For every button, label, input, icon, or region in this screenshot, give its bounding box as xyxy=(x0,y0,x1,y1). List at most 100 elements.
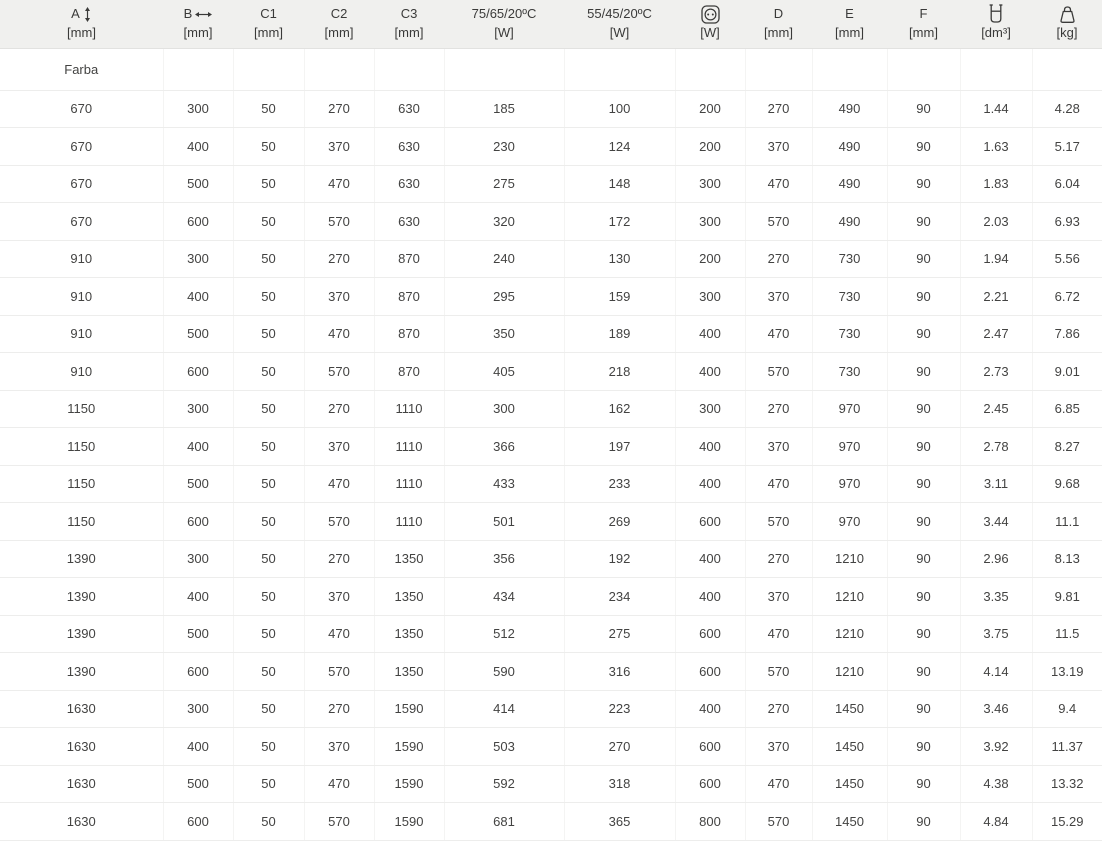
table-cell: 300 xyxy=(675,390,746,428)
column-header-e: E [mm] xyxy=(812,0,887,49)
table-cell: 2.78 xyxy=(960,427,1033,466)
table-cell: 2.45 xyxy=(960,390,1033,428)
table-cell: 6.72 xyxy=(1032,277,1102,316)
table-cell: 275 xyxy=(564,615,676,653)
table-cell: 9.81 xyxy=(1032,577,1102,616)
table-cell: 600 xyxy=(163,802,234,841)
table-cell: 130 xyxy=(564,240,676,278)
table-cell: 300 xyxy=(675,165,746,203)
table-cell: 1350 xyxy=(374,652,445,691)
table-cell: 400 xyxy=(163,127,234,166)
table-cell: 50 xyxy=(233,315,305,353)
table-cell: 470 xyxy=(304,615,375,653)
table-cell: 1110 xyxy=(374,502,445,541)
table-cell: 223 xyxy=(564,690,676,728)
table-cell: 1210 xyxy=(812,540,888,578)
table-cell: 3.92 xyxy=(960,727,1033,766)
table-cell: 1150 xyxy=(0,427,164,466)
color-subheader-row: Farba xyxy=(0,48,1102,91)
table-cell: 50 xyxy=(233,352,305,391)
table-cell: 1590 xyxy=(374,765,445,803)
table-cell: 8.13 xyxy=(1032,540,1102,578)
table-cell: 300 xyxy=(163,690,234,728)
table-cell: 370 xyxy=(745,127,813,166)
column-header-output-55-45-20: 55/45/20ºC [W] xyxy=(564,0,675,49)
table-cell: 500 xyxy=(163,465,234,503)
table-cell: 970 xyxy=(812,390,888,428)
table-cell: 13.19 xyxy=(1032,652,1102,691)
table-cell: 50 xyxy=(233,652,305,691)
table-cell: 5.56 xyxy=(1032,240,1102,278)
table-cell: 970 xyxy=(812,502,888,541)
table-cell: 200 xyxy=(675,127,746,166)
table-cell: 490 xyxy=(812,202,888,241)
table-cell: 370 xyxy=(304,127,375,166)
table-cell: 1.63 xyxy=(960,127,1033,166)
table-row: 1630 300 50 270 1590 414 223 400 270 1450 90 3.46 9.… xyxy=(0,690,1102,728)
table-cell: 600 xyxy=(163,202,234,241)
table-cell: 2.03 xyxy=(960,202,1033,241)
column-label: E xyxy=(845,6,854,22)
table-cell: 490 xyxy=(812,127,888,166)
table-cell: 1630 xyxy=(0,727,164,766)
table-row: 670 400 50 370 630 230 124 200 370 490 90 1.63 5.17 xyxy=(0,127,1102,166)
table-cell: 4.84 xyxy=(960,802,1033,841)
table-cell: 4.28 xyxy=(1032,90,1102,128)
table-cell: 570 xyxy=(745,202,813,241)
column-label: F xyxy=(919,6,928,22)
table-cell: 200 xyxy=(675,240,746,278)
table-cell: 1110 xyxy=(374,465,445,503)
table-row: 910 300 50 270 870 240 130 200 270 730 90 1.94 5.56 xyxy=(0,240,1102,278)
table-cell: 3.46 xyxy=(960,690,1033,728)
table-cell: 630 xyxy=(374,202,445,241)
table-cell: 1350 xyxy=(374,615,445,653)
table-cell: 275 xyxy=(444,165,565,203)
column-unit: [dm³] xyxy=(981,25,1011,41)
table-cell: 2.96 xyxy=(960,540,1033,578)
table-cell: 316 xyxy=(564,652,676,691)
table-cell: 470 xyxy=(745,765,813,803)
table-cell: 148 xyxy=(564,165,676,203)
table-cell: 2.21 xyxy=(960,277,1033,316)
table-cell: 370 xyxy=(745,727,813,766)
table-cell: 90 xyxy=(887,127,961,166)
table-cell: 4.38 xyxy=(960,765,1033,803)
table-cell: 6.93 xyxy=(1032,202,1102,241)
table-cell: 470 xyxy=(304,765,375,803)
table-cell: 910 xyxy=(0,240,164,278)
table-cell: 300 xyxy=(163,540,234,578)
table-cell: 50 xyxy=(233,802,305,841)
table-cell: 670 xyxy=(0,202,164,241)
table-cell: 512 xyxy=(444,615,565,653)
table-row: 1630 600 50 570 1590 681 365 800 570 1450 90 4.84 15… xyxy=(0,802,1102,841)
table-cell: 300 xyxy=(675,202,746,241)
table-cell: 185 xyxy=(444,90,565,128)
table-cell: 50 xyxy=(233,765,305,803)
table-cell: 90 xyxy=(887,502,961,541)
table-cell: 320 xyxy=(444,202,565,241)
table-row: 1150 600 50 570 1110 501 269 600 570 970 90 3.44 11.… xyxy=(0,502,1102,541)
column-label: C2 xyxy=(330,6,348,22)
table-cell: 470 xyxy=(745,315,813,353)
table-row: 1390 600 50 570 1350 590 316 600 570 1210 90 4.14 13… xyxy=(0,652,1102,691)
table-cell: 405 xyxy=(444,352,565,391)
table-cell: 470 xyxy=(304,465,375,503)
table-cell: 270 xyxy=(304,540,375,578)
table-cell: 50 xyxy=(233,390,305,428)
table-cell: 500 xyxy=(163,615,234,653)
table-cell: 90 xyxy=(887,540,961,578)
table-row: 1150 300 50 270 1110 300 162 300 270 970 90 2.45 6.8… xyxy=(0,390,1102,428)
table-cell: 870 xyxy=(374,315,445,353)
table-cell: 600 xyxy=(675,727,746,766)
table-cell: 90 xyxy=(887,315,961,353)
table-cell: 414 xyxy=(444,690,565,728)
table-cell: 270 xyxy=(304,90,375,128)
table-cell: 400 xyxy=(163,277,234,316)
water-volume-icon xyxy=(988,4,1004,24)
column-unit: [mm] xyxy=(909,25,938,41)
table-cell: 90 xyxy=(887,90,961,128)
table-cell: 5.17 xyxy=(1032,127,1102,166)
table-cell: 11.1 xyxy=(1032,502,1102,541)
column-header-c2: C2 [mm] xyxy=(304,0,374,49)
